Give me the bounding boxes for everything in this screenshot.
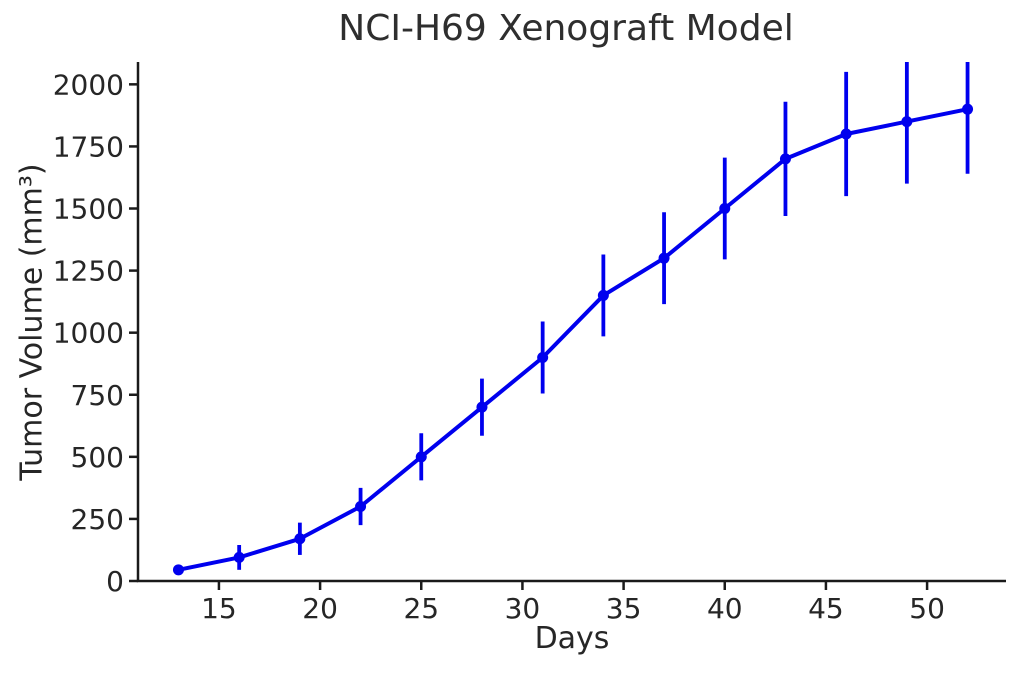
y-tick-label: 250 — [71, 503, 124, 536]
y-tick-label: 1000 — [53, 317, 124, 350]
x-tick-label: 40 — [707, 592, 743, 625]
y-tick-label: 750 — [71, 379, 124, 412]
data-point — [172, 564, 184, 576]
x-tick-label: 45 — [808, 592, 844, 625]
y-tick-label: 1750 — [53, 130, 124, 163]
chart-title: NCI-H69 Xenograft Model — [338, 8, 794, 49]
data-point — [962, 103, 974, 115]
x-tick-label: 15 — [201, 592, 237, 625]
data-point — [779, 153, 791, 165]
data-point — [658, 252, 670, 264]
data-point — [355, 501, 367, 513]
y-tick-label: 500 — [71, 441, 124, 474]
data-line — [176, 107, 970, 572]
x-tick-label: 20 — [302, 592, 338, 625]
data-point — [597, 289, 609, 301]
y-tick-label: 2000 — [53, 68, 124, 101]
x-axis-label: Days — [534, 621, 610, 656]
data-point — [415, 451, 427, 463]
y-tick-label: 0 — [106, 565, 124, 598]
y-tick-label: 1500 — [53, 193, 124, 226]
data-point — [840, 128, 852, 140]
data-point — [901, 116, 913, 128]
x-tick-label: 25 — [403, 592, 439, 625]
y-tick-label: 1250 — [53, 255, 124, 288]
data-point — [476, 401, 488, 413]
data-point — [719, 203, 731, 215]
data-point — [294, 533, 306, 545]
data-point — [537, 352, 549, 364]
data-layer — [172, 62, 974, 576]
x-tick-label: 30 — [505, 592, 541, 625]
data-point — [233, 551, 245, 563]
x-tick-label: 50 — [909, 592, 945, 625]
x-tick-label: 35 — [606, 592, 642, 625]
